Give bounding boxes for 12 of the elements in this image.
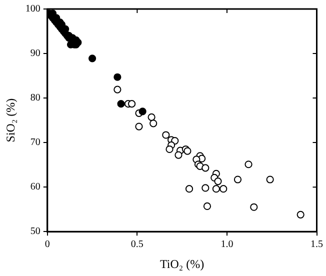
y-axis-title: SiO₂ (%) xyxy=(3,98,18,142)
x-tick-label: 1.5 xyxy=(310,239,323,250)
y-tick-label: 80 xyxy=(30,92,40,104)
y-tick-label: 90 xyxy=(30,48,40,60)
y-tick-label: 50 xyxy=(30,226,40,238)
x-tick-label: 0.5 xyxy=(130,239,144,250)
x-axis-title: TiO₂ (%) xyxy=(160,256,204,271)
y-tick-label: 100 xyxy=(25,4,40,15)
x-tick-label: 0 xyxy=(44,239,50,250)
y-tick-label: 60 xyxy=(30,182,40,193)
x-tick-label: 1.0 xyxy=(220,239,234,250)
y-tick-label: 70 xyxy=(30,137,40,148)
